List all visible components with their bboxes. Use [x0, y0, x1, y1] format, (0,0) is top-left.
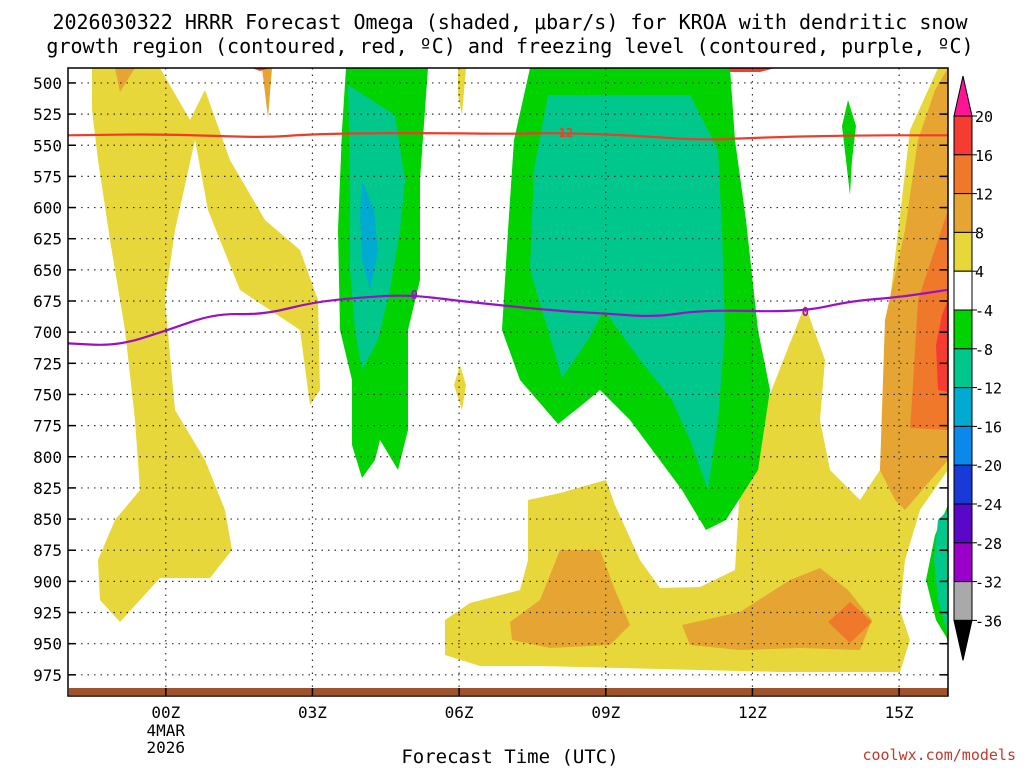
y-tick-label: 525	[33, 105, 62, 124]
x-tick-label: 09Z	[591, 703, 620, 722]
x-tick-label: 03Z	[298, 703, 327, 722]
colorbar: 20 16 12 8 4 -4 -8 -12 -16 -20 -24 -28 -32 -36	[953, 75, 1002, 661]
x-tick-label: 12Z	[738, 703, 767, 722]
omega-area-neg4-neg8	[842, 100, 856, 195]
x-tick-sublabel: 4MAR	[147, 721, 186, 740]
colorbar-label: -32	[975, 574, 1002, 592]
contour-labels: 12 0 0	[411, 126, 809, 319]
x-tick-sublabel: 2026	[147, 738, 186, 757]
y-tick-label: 575	[33, 167, 62, 186]
y-tick-label: 725	[33, 354, 62, 373]
grid	[68, 68, 948, 696]
colorbar-label: -20	[975, 457, 1002, 475]
colorbar-swatch	[953, 75, 973, 117]
y-tick-label: 675	[33, 292, 62, 311]
omega-area-8-12	[115, 68, 135, 92]
colorbar-label: 4	[975, 263, 984, 281]
colorbar-label: -4	[975, 302, 993, 320]
y-tick-label: 650	[33, 261, 62, 280]
y-tick-label: 900	[33, 572, 62, 591]
omega-shading	[92, 68, 948, 672]
y-tick-label: 800	[33, 448, 62, 467]
y-tick-label: 950	[33, 635, 62, 654]
omega-area-4-8	[454, 365, 466, 410]
colorbar-label: 16	[975, 147, 993, 165]
colorbar-swatch	[953, 425, 973, 466]
omega-area-neg8-neg12	[934, 510, 948, 635]
colorbar-swatch	[953, 619, 973, 661]
x-axis-title: Forecast Time (UTC)	[401, 746, 618, 768]
colorbar-swatch	[953, 581, 973, 621]
omega-area-8-12	[262, 68, 272, 118]
colorbar-label: 20	[975, 108, 993, 126]
omega-area-8-12	[682, 568, 872, 650]
y-tick-label: 825	[33, 479, 62, 498]
chart-title-line-2: growth region (contoured, red, ºC) and f…	[46, 34, 973, 58]
y-tick-label: 500	[33, 74, 62, 93]
colorbar-label: -36	[975, 612, 1002, 630]
y-tick-label: 750	[33, 385, 62, 404]
colorbar-label: -28	[975, 535, 1002, 553]
colorbar-label: -16	[975, 418, 1002, 436]
omega-area-4-8	[445, 68, 948, 672]
freezing-level-contour	[68, 288, 948, 346]
omega-area-4-8	[458, 68, 466, 115]
y-axis: 500 525 550 575 600 625 650 675 700 725 750 775 800 8…	[33, 74, 948, 685]
omega-area-4-8	[92, 68, 320, 622]
ground-surface	[69, 688, 948, 695]
omega-area-neg12-neg16	[360, 180, 378, 290]
x-tick-label: 06Z	[445, 703, 474, 722]
y-tick-label: 925	[33, 604, 62, 623]
colorbar-swatch	[953, 348, 973, 389]
y-tick-label: 600	[33, 199, 62, 218]
y-tick-label: 550	[33, 136, 62, 155]
y-tick-label: 625	[33, 230, 62, 249]
colorbar-label: -12	[975, 380, 1002, 398]
y-tick-label: 975	[33, 666, 62, 685]
colorbar-swatch	[953, 309, 973, 350]
colorbar-swatch	[953, 387, 973, 427]
colorbar-label: 12	[975, 186, 993, 204]
omega-area-8-12	[510, 550, 630, 648]
freezing-level-label: 0	[802, 305, 809, 319]
colorbar-label: -24	[975, 496, 1002, 514]
y-tick-label: 775	[33, 417, 62, 436]
colorbar-swatch	[953, 542, 973, 583]
snow-growth-label: 12	[559, 126, 573, 140]
colorbar-swatch	[953, 115, 973, 156]
chart-title-line-1: 2026030322 HRRR Forecast Omega (shaded, …	[52, 10, 968, 34]
colorbar-swatch	[953, 464, 973, 505]
colorbar-swatch	[953, 193, 973, 233]
x-tick-label: 15Z	[885, 703, 914, 722]
x-tick-label: 00Z	[151, 703, 180, 722]
omega-area-16-20	[936, 300, 948, 392]
colorbar-swatch	[953, 231, 973, 272]
snow-growth-contour	[68, 132, 948, 141]
colorbar-swatch	[953, 154, 973, 195]
colorbar-label: 8	[975, 224, 984, 242]
plot-frame	[67, 67, 949, 697]
freezing-level-label: 0	[411, 288, 418, 302]
source-credit: coolwx.com/models	[862, 746, 1016, 764]
colorbar-label: -8	[975, 341, 993, 359]
colorbar-swatch	[953, 270, 973, 311]
omega-area-neg8-neg12	[530, 95, 725, 490]
omega-area-neg8-neg12	[348, 85, 405, 370]
y-tick-label: 850	[33, 510, 62, 529]
contour-lines	[68, 132, 948, 346]
colorbar-swatch	[953, 503, 973, 544]
y-tick-label: 700	[33, 323, 62, 342]
y-tick-label: 875	[33, 541, 62, 560]
